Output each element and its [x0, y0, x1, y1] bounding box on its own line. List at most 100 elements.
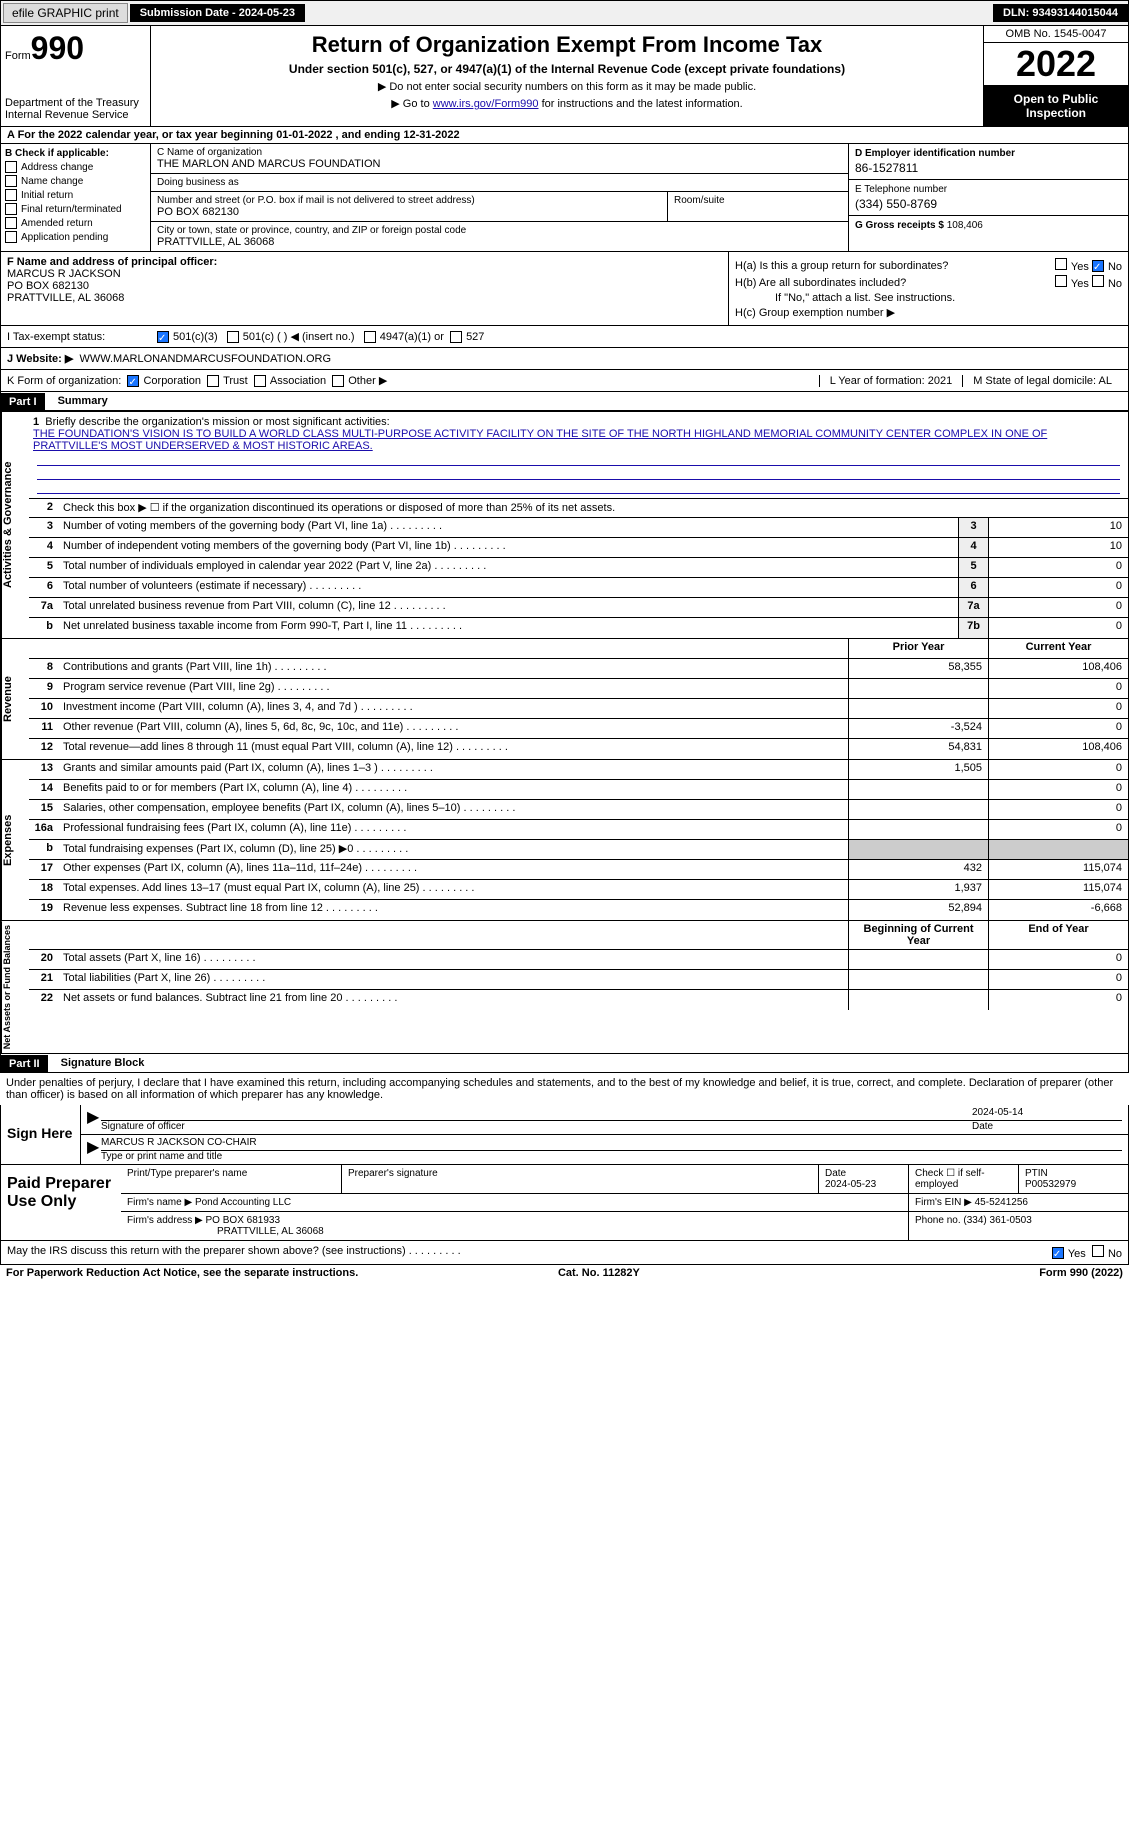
curr-hdr: Current Year [988, 639, 1128, 658]
opt-2: Initial return [21, 190, 73, 201]
curr-val: 0 [988, 970, 1128, 989]
side-exp: Expenses [1, 760, 29, 920]
ha-no[interactable]: ✓ [1092, 260, 1104, 272]
firm-phone: (334) 361-0503 [963, 1215, 1031, 1226]
no-txt2: No [1108, 278, 1122, 290]
chk-527[interactable] [450, 331, 462, 343]
side-rev: Revenue [1, 639, 29, 759]
chk-name-change[interactable] [5, 175, 17, 187]
chk-corp[interactable]: ✓ [127, 375, 139, 387]
line-desc: Program service revenue (Part VIII, line… [59, 679, 848, 698]
chk-assoc[interactable] [254, 375, 266, 387]
chk-trust[interactable] [207, 375, 219, 387]
dept-label: Department of the Treasury Internal Reve… [5, 97, 146, 121]
curr-val: 0 [988, 990, 1128, 1010]
chk-other[interactable] [332, 375, 344, 387]
city-state-zip: PRATTVILLE, AL 36068 [157, 236, 842, 248]
hb-label: H(b) Are all subordinates included? [735, 277, 906, 289]
website: WWW.MARLONANDMARCUSFOUNDATION.ORG [79, 353, 331, 365]
line-desc: Number of independent voting members of … [59, 538, 958, 557]
prior-val [848, 820, 988, 839]
ptin-label: PTIN [1025, 1168, 1048, 1179]
hb-note: If "No," attach a list. See instructions… [735, 292, 1122, 304]
l-year: L Year of formation: 2021 [819, 375, 963, 387]
room-label: Room/suite [674, 195, 842, 206]
line-desc: Other expenses (Part IX, column (A), lin… [59, 860, 848, 879]
l1-label: Briefly describe the organization's miss… [45, 416, 389, 428]
ha-yes[interactable] [1055, 258, 1067, 270]
opt-4: Amended return [21, 218, 93, 229]
tax-year: 2022 [984, 43, 1128, 86]
curr-val: 115,074 [988, 860, 1128, 879]
chk-amended[interactable] [5, 217, 17, 229]
chk-address-change[interactable] [5, 161, 17, 173]
i-label: I Tax-exempt status: [7, 331, 157, 343]
line-val: 0 [988, 578, 1128, 597]
k-label: K Form of organization: [7, 375, 121, 387]
line-desc: Professional fundraising fees (Part IX, … [59, 820, 848, 839]
chk-initial[interactable] [5, 189, 17, 201]
cat-no: Cat. No. 11282Y [558, 1267, 640, 1279]
chk-501c[interactable] [227, 331, 239, 343]
opt-1: Name change [21, 176, 83, 187]
prior-val [848, 780, 988, 799]
curr-val: 108,406 [988, 739, 1128, 759]
discuss-yes[interactable]: ✓ [1052, 1247, 1064, 1259]
ha-label: H(a) Is this a group return for subordin… [735, 260, 948, 272]
line-desc: Net unrelated business taxable income fr… [59, 618, 958, 638]
name-title-label: Type or print name and title [101, 1151, 222, 1162]
curr-val [988, 840, 1128, 859]
perjury-decl: Under penalties of perjury, I declare th… [0, 1073, 1129, 1105]
chk-4947[interactable] [364, 331, 376, 343]
line-desc: Salaries, other compensation, employee b… [59, 800, 848, 819]
chk-final[interactable] [5, 203, 17, 215]
k-o4: Other ▶ [348, 374, 387, 387]
firm-name: Pond Accounting LLC [195, 1197, 291, 1208]
prior-val: 58,355 [848, 659, 988, 678]
efile-button[interactable]: efile GRAPHIC print [3, 3, 128, 23]
chk-501c3[interactable]: ✓ [157, 331, 169, 343]
line-val: 10 [988, 518, 1128, 537]
line-desc: Investment income (Part VIII, column (A)… [59, 699, 848, 718]
line-desc: Contributions and grants (Part VIII, lin… [59, 659, 848, 678]
line-val: 0 [988, 618, 1128, 638]
line-box: 7b [958, 618, 988, 638]
officer-addr2: PRATTVILLE, AL 36068 [7, 292, 124, 304]
line-desc: Total assets (Part X, line 16) [59, 950, 848, 969]
form-note1: ▶ Do not enter social security numbers o… [157, 80, 977, 93]
firm-addr-label: Firm's address ▶ [127, 1215, 203, 1226]
irs-link[interactable]: www.irs.gov/Form990 [433, 98, 539, 110]
firm-ein-label: Firm's EIN ▶ [915, 1197, 972, 1208]
self-emp: Check ☐ if self-employed [908, 1165, 1018, 1193]
part2-title: Signature Block [51, 1057, 145, 1069]
yes-txt2: Yes [1071, 278, 1089, 290]
prior-val: 1,937 [848, 880, 988, 899]
line-desc: Total expenses. Add lines 13–17 (must eq… [59, 880, 848, 899]
phone: (334) 550-8769 [855, 197, 1122, 211]
opt-3: Final return/terminated [21, 204, 122, 215]
dba-label: Doing business as [157, 177, 842, 188]
j-label: J Website: ▶ [7, 353, 73, 365]
curr-val: 0 [988, 780, 1128, 799]
prep-date-label: Date [825, 1168, 846, 1179]
curr-val: 0 [988, 800, 1128, 819]
c-name-label: C Name of organization [157, 147, 842, 158]
curr-val: 0 [988, 679, 1128, 698]
line-box: 4 [958, 538, 988, 557]
dln: DLN: 93493144015044 [993, 4, 1128, 22]
k-o1: Corporation [143, 375, 200, 387]
curr-val: 0 [988, 699, 1128, 718]
line-val: 10 [988, 538, 1128, 557]
hb-yes[interactable] [1055, 275, 1067, 287]
discuss-no[interactable] [1092, 1245, 1104, 1257]
side-gov: Activities & Governance [1, 412, 29, 638]
org-name: THE MARLON AND MARCUS FOUNDATION [157, 158, 842, 170]
chk-pending[interactable] [5, 231, 17, 243]
firm-phone-label: Phone no. [915, 1215, 961, 1226]
f-yes: Yes [1068, 1248, 1086, 1260]
part2-hdr: Part II [1, 1055, 48, 1073]
prior-val: 52,894 [848, 900, 988, 920]
l2: Check this box ▶ ☐ if the organization d… [59, 499, 1128, 517]
hb-no[interactable] [1092, 275, 1104, 287]
line-desc: Number of voting members of the governin… [59, 518, 958, 537]
